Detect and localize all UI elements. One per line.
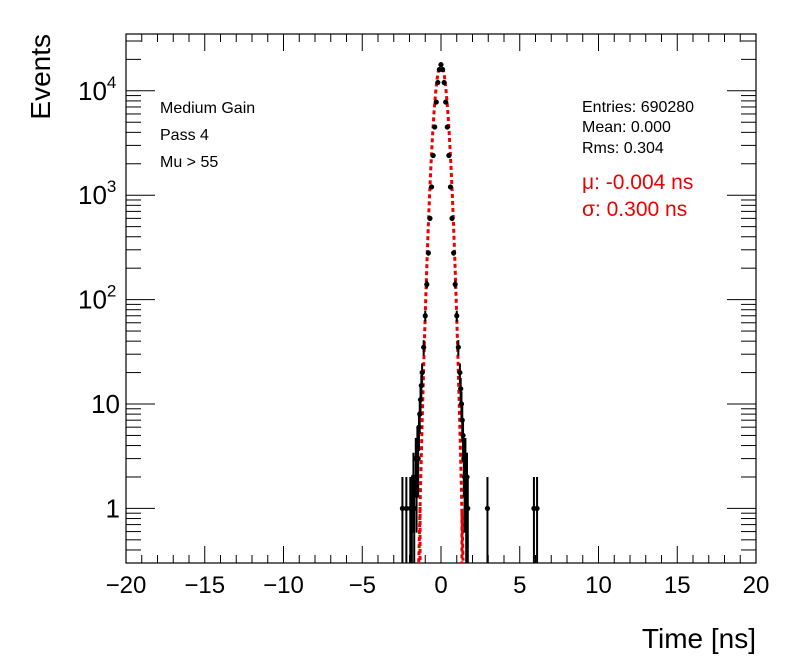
x-tick-label: 15 xyxy=(664,572,691,599)
data-point xyxy=(534,505,540,512)
data-point xyxy=(422,313,428,319)
x-tick-label: −5 xyxy=(349,572,376,599)
data-point xyxy=(419,369,425,376)
fit-mu-label: μ: -0.004 ns xyxy=(582,171,693,194)
data-point xyxy=(458,401,465,407)
data-points-group xyxy=(399,62,540,563)
data-point xyxy=(428,184,435,190)
data-point xyxy=(446,152,452,159)
data-point xyxy=(451,250,457,256)
y-tick-label: 103 xyxy=(78,177,116,210)
data-point xyxy=(447,184,454,190)
data-point xyxy=(433,99,439,105)
data-point xyxy=(444,124,450,130)
data-point xyxy=(443,99,449,105)
data-point xyxy=(458,386,464,392)
data-point xyxy=(457,369,463,376)
annotation-pass: Pass 4 xyxy=(160,127,209,144)
annotation-gain: Medium Gain xyxy=(160,100,255,117)
annotation-cut: Mu > 55 xyxy=(160,154,218,171)
data-point xyxy=(441,79,447,86)
y-axis-ticks: 1 10 102 103 104 xyxy=(78,40,756,564)
y-axis-label: Events xyxy=(25,34,56,120)
data-point xyxy=(425,250,431,256)
x-tick-label: −20 xyxy=(106,572,147,599)
fit-sigma-label: σ: 0.300 ns xyxy=(582,198,687,221)
x-axis-label: Time [ns] xyxy=(642,623,756,654)
data-point xyxy=(460,432,466,439)
data-point xyxy=(403,505,409,512)
data-point xyxy=(418,383,424,389)
data-point xyxy=(432,124,438,130)
data-point xyxy=(438,62,444,68)
x-tick-label: 0 xyxy=(434,572,447,599)
x-axis-ticks: −20 −15 −10 −5 0 5 10 15 20 xyxy=(106,34,770,599)
x-tick-label: 10 xyxy=(585,572,612,599)
data-point xyxy=(427,215,433,221)
x-tick-label: −10 xyxy=(263,572,304,599)
data-point xyxy=(421,344,427,350)
x-tick-label: 5 xyxy=(513,572,526,599)
x-tick-label: −15 xyxy=(184,572,225,599)
y-tick-label: 102 xyxy=(78,282,116,315)
stats-rms: Rms: 0.304 xyxy=(582,140,664,157)
y-tick-label: 10 xyxy=(91,389,120,419)
data-point xyxy=(435,79,441,86)
data-point xyxy=(411,505,417,512)
data-point xyxy=(484,505,491,512)
stats-mean: Mean: 0.000 xyxy=(582,119,671,136)
data-point xyxy=(449,215,455,221)
data-point xyxy=(454,313,460,319)
data-point xyxy=(399,505,406,512)
y-tick-label: 1 xyxy=(106,493,120,523)
data-point xyxy=(430,152,436,159)
data-point xyxy=(415,455,421,462)
data-point xyxy=(424,281,430,287)
data-point xyxy=(439,66,446,73)
data-point xyxy=(455,344,461,350)
data-point xyxy=(452,281,458,287)
x-tick-label: 20 xyxy=(743,572,770,599)
data-point xyxy=(465,505,471,512)
stats-entries: Entries: 690280 xyxy=(582,99,694,116)
y-tick-label: 104 xyxy=(78,73,116,106)
